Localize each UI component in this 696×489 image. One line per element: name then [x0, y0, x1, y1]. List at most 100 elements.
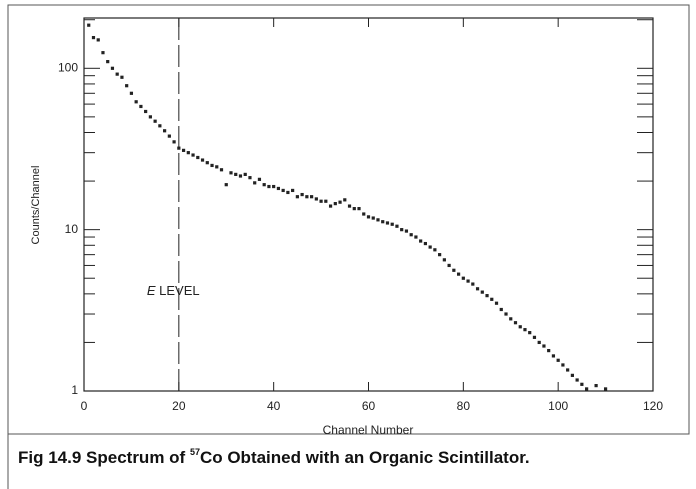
data-point [494, 301, 499, 305]
caption-superscript: 57 [190, 447, 200, 457]
data-point [139, 104, 143, 109]
data-point [532, 335, 537, 339]
data-point [438, 253, 442, 257]
data-point [537, 340, 541, 345]
data-point [357, 207, 361, 211]
data-point [177, 146, 181, 150]
data-point [319, 199, 323, 203]
data-point [395, 224, 399, 228]
data-point [167, 134, 171, 138]
data-point [300, 192, 304, 197]
data-point [106, 60, 110, 64]
data-point [158, 124, 162, 128]
data-point [253, 181, 257, 185]
data-point [452, 268, 456, 272]
caption: Fig 14.9 Spectrum of 57Co Obtained with … [18, 447, 530, 467]
data-point [542, 344, 546, 348]
data-point [561, 363, 565, 367]
x-tick-label: 0 [81, 399, 88, 413]
data-point [276, 186, 281, 191]
data-point [580, 382, 584, 386]
data-point [575, 378, 579, 382]
data-point [423, 241, 427, 246]
data-point [585, 387, 589, 391]
data-point [238, 174, 243, 178]
x-tick-label: 80 [457, 399, 471, 413]
data-point [352, 207, 356, 211]
data-point [257, 177, 262, 181]
data-point [475, 287, 480, 291]
data-point [305, 195, 309, 199]
data-point [442, 258, 446, 262]
caption-prefix: Fig 14.9 Spectrum of [18, 448, 190, 467]
data-point [366, 215, 371, 219]
data-point [547, 348, 551, 353]
data-point [120, 75, 124, 79]
data-point [267, 184, 271, 189]
data-point [338, 200, 342, 204]
y-axis-label: Counts/Channel [30, 166, 42, 245]
data-point [461, 276, 465, 280]
y-tick-label: 100 [58, 60, 78, 74]
data-point [385, 221, 390, 225]
data-point [404, 229, 409, 233]
data-point [215, 165, 219, 169]
x-tick-label: 120 [643, 399, 663, 413]
y-tick-label: 10 [65, 222, 79, 236]
x-tick-label: 100 [548, 399, 568, 413]
data-point [485, 294, 489, 298]
data-point [205, 161, 209, 165]
data-point [390, 222, 394, 226]
data-point [129, 91, 134, 95]
data-point [148, 115, 152, 119]
data-point [163, 129, 167, 133]
data-point [101, 51, 105, 55]
data-point [262, 183, 266, 187]
data-point [310, 195, 314, 199]
data-point [509, 317, 513, 321]
data-point [248, 176, 252, 180]
data-point [419, 239, 423, 243]
data-point [243, 172, 247, 177]
data-point [490, 297, 494, 301]
data-point [295, 195, 299, 199]
data-point [504, 312, 508, 316]
data-point [471, 282, 475, 286]
data-point [110, 66, 115, 70]
data-point [456, 272, 461, 276]
x-tick-label: 20 [172, 399, 186, 413]
data-point [210, 163, 214, 168]
data-point [528, 331, 532, 335]
data-point [328, 204, 333, 208]
y-tick-label: 1 [71, 383, 78, 397]
data-point [433, 248, 437, 252]
data-point [371, 216, 375, 220]
data-point [234, 172, 238, 177]
data-point [376, 218, 380, 222]
data-point [229, 171, 233, 175]
data-point [200, 158, 205, 162]
x-tick-label: 40 [267, 399, 281, 413]
data-point [91, 35, 96, 40]
data-point [603, 387, 608, 391]
data-point [87, 23, 91, 27]
data-point [556, 358, 560, 362]
data-point [513, 321, 518, 325]
x-axis-label: Channel Number [323, 423, 414, 437]
data-point [286, 190, 290, 195]
data-point [343, 198, 347, 202]
data-point [551, 354, 556, 358]
data-point [115, 72, 119, 76]
data-point [291, 188, 295, 193]
data-point [134, 100, 138, 104]
data-point [172, 140, 176, 144]
data-point [499, 307, 503, 312]
data-point [594, 384, 598, 388]
data-point [324, 199, 328, 203]
data-point [400, 228, 404, 232]
data-point [96, 38, 100, 42]
e-level-label: E LEVEL [147, 283, 200, 298]
e-level-text: LEVEL [159, 283, 199, 298]
data-point [153, 119, 157, 123]
